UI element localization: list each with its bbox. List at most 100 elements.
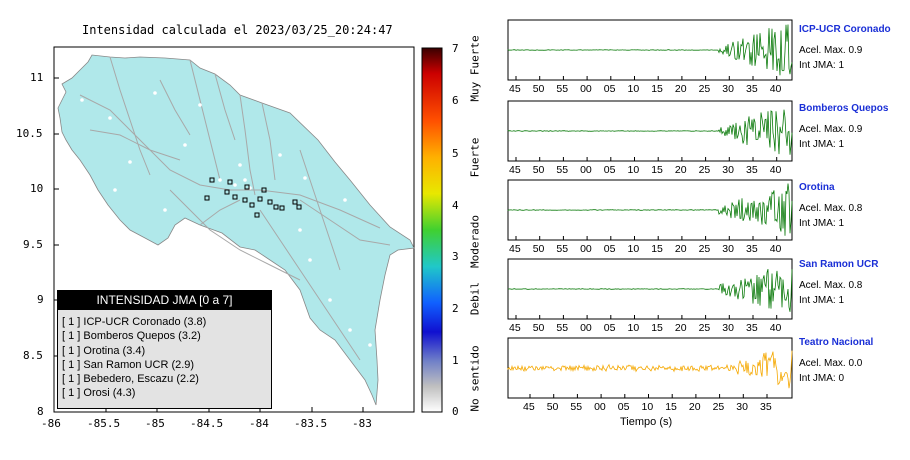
- legend-entry: [ 1 ] Bebedero, Escazu (2.2): [58, 372, 271, 386]
- time-tick-label: 45: [523, 401, 535, 413]
- time-tick-label: 15: [651, 83, 663, 95]
- y-tick: 8: [37, 405, 44, 418]
- seismogram-panel: [507, 337, 793, 399]
- time-tick-label: 55: [556, 164, 569, 176]
- station-info-1: Bomberos Quepos Acel. Max. 0.9 Int JMA: …: [799, 103, 888, 150]
- cb-tick: 2: [452, 302, 459, 315]
- time-tick-label: 15: [665, 401, 677, 413]
- time-tick-label: 45: [509, 83, 521, 95]
- time-tick-label: 20: [674, 83, 687, 95]
- time-tick-label: 30: [722, 322, 734, 334]
- station-accel: Acel. Max. 0.8: [799, 280, 863, 291]
- time-tick-label: 00: [594, 401, 606, 413]
- time-tick-label: 25: [698, 83, 711, 95]
- time-tick-label: 05: [603, 243, 616, 255]
- time-tick-label: 35: [746, 322, 758, 334]
- station-info-3: San Ramon UCR Acel. Max. 0.8 Int JMA: 1: [799, 259, 878, 306]
- time-tick-label: 35: [746, 164, 758, 176]
- time-tick-label: 25: [698, 164, 711, 176]
- map-title: Intensidad calculada el 2023/03/25_20:24…: [82, 23, 393, 37]
- time-tick-label: 10: [627, 83, 640, 95]
- x-tick: -83.5: [294, 417, 328, 430]
- time-tick-label: 00: [580, 322, 592, 334]
- y-tick: 10: [30, 182, 44, 195]
- legend-entry: [ 1 ] San Ramon UCR (2.9): [58, 358, 271, 372]
- time-tick-label: 20: [674, 243, 687, 255]
- legend-int: [ 1 ]: [62, 373, 81, 386]
- y-tick: 9.5: [23, 238, 43, 251]
- station-accel: Acel. Max. 0.8: [799, 203, 863, 214]
- time-tick-label: 55: [556, 83, 569, 95]
- time-tick-label: 50: [532, 322, 545, 334]
- legend-name: San Ramon UCR (2.9): [83, 358, 195, 371]
- time-tick-label: 10: [627, 243, 640, 255]
- time-tick-label: 55: [556, 243, 569, 255]
- station-info-4: Teatro Nacional Acel. Max. 0.0 Int JMA: …: [799, 337, 873, 384]
- legend-entry: [ 1 ] ICP-UCR Coronado (3.8): [58, 315, 271, 329]
- legend-title: INTENSIDAD JMA [0 a 7]: [58, 291, 271, 310]
- time-tick-label: 30: [722, 164, 734, 176]
- legend-int: [ 1 ]: [62, 330, 81, 343]
- time-tick-label: 20: [674, 164, 687, 176]
- time-tick-label: 50: [532, 83, 545, 95]
- intensity-legend: INTENSIDAD JMA [0 a 7] [ 1 ] ICP-UCR Cor…: [57, 290, 272, 409]
- station-jma: Int JMA: 1: [799, 139, 845, 150]
- time-tick-label: 15: [651, 243, 663, 255]
- time-tick-label: 50: [532, 243, 545, 255]
- time-tick-label: 00: [580, 243, 592, 255]
- cb-tick: 4: [452, 199, 459, 212]
- x-tick: -83: [352, 417, 372, 430]
- cb-tick: 6: [452, 94, 459, 107]
- time-tick-label: 50: [532, 164, 545, 176]
- y-tick: 11: [30, 71, 44, 84]
- station-accel: Acel. Max. 0.9: [799, 45, 863, 56]
- legend-name: Orotina (3.4): [83, 344, 146, 357]
- time-tick-label: 45: [509, 164, 521, 176]
- time-tick-label: 05: [603, 164, 616, 176]
- station-markers: [204, 177, 302, 218]
- station-name: ICP-UCR Coronado: [799, 24, 891, 35]
- time-tick-label: 35: [746, 243, 758, 255]
- legend-int: [ 1 ]: [62, 316, 81, 328]
- time-tick-label: 25: [698, 243, 711, 255]
- x-tick: -84.5: [190, 417, 224, 430]
- time-tick-label: 45: [509, 322, 521, 334]
- station-info-0: ICP-UCR Coronado Acel. Max. 0.9 Int JMA:…: [799, 24, 891, 71]
- time-tick-label: 00: [580, 83, 592, 95]
- time-tick-label: 55: [570, 401, 583, 413]
- waveform: [508, 268, 793, 312]
- x-tick: -85.5: [87, 417, 121, 430]
- time-tick-label: 05: [603, 83, 616, 95]
- station-info-2: Orotina Acel. Max. 0.8 Int JMA: 1: [799, 182, 862, 229]
- time-tick-label: 40: [769, 243, 782, 255]
- legend-int: [ 1 ]: [62, 344, 81, 357]
- time-tick-label: 30: [736, 401, 748, 413]
- legend-name: Bebedero, Escazu (2.2): [83, 373, 199, 386]
- cb-category: Muy Fuerte: [468, 35, 482, 102]
- time-axis-label: Tiempo (s): [620, 416, 673, 428]
- legend-entry: [ 1 ] Bomberos Quepos (3.2): [58, 329, 271, 343]
- roads: [79, 56, 391, 361]
- time-tick-label: 15: [651, 322, 663, 334]
- time-tick-label: 15: [651, 164, 663, 176]
- time-tick-label: 25: [698, 322, 711, 334]
- cb-tick: 0: [452, 405, 459, 418]
- station-jma: Int JMA: 1: [799, 218, 845, 229]
- y-tick: 9: [37, 293, 44, 306]
- time-tick-label: 50: [546, 401, 559, 413]
- cb-tick: 7: [452, 42, 459, 55]
- legend-name: Orosi (4.3): [83, 387, 136, 400]
- time-tick-label: 10: [627, 322, 640, 334]
- station-name: San Ramon UCR: [799, 259, 879, 270]
- waveform: [507, 350, 793, 389]
- time-tick-label: 30: [722, 243, 734, 255]
- cb-category: No sentido: [468, 345, 482, 412]
- station-accel: Acel. Max. 0.9: [799, 124, 863, 135]
- waveform: [507, 183, 793, 236]
- station-name: Bomberos Quepos: [799, 103, 889, 114]
- time-tick-label: 35: [746, 83, 758, 95]
- time-tick-label: 40: [769, 164, 782, 176]
- legend-entry: [ 1 ] Orotina (3.4): [58, 344, 271, 358]
- time-tick-label: 40: [769, 322, 782, 334]
- time-tick-label: 55: [556, 322, 569, 334]
